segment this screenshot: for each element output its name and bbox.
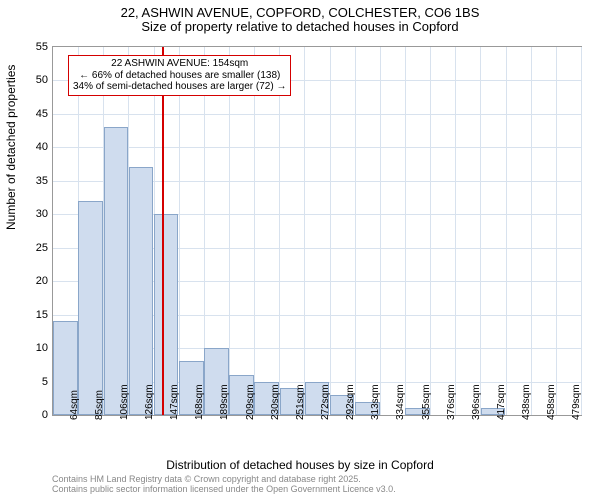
gridline-h — [53, 114, 581, 115]
gridline-v — [355, 47, 356, 415]
gridline-v — [330, 47, 331, 415]
gridline-v — [380, 47, 381, 415]
y-tick-label: 20 — [8, 275, 48, 287]
annotation-line-2: ← 66% of detached houses are smaller (13… — [73, 70, 286, 82]
y-tick-label: 5 — [8, 376, 48, 388]
y-tick-label: 50 — [8, 74, 48, 86]
gridline-v — [254, 47, 255, 415]
plot-area: 22 ASHWIN AVENUE: 154sqm← 66% of detache… — [52, 46, 582, 416]
y-tick-label: 10 — [8, 342, 48, 354]
histogram-bar — [104, 127, 129, 415]
title-sub: Size of property relative to detached ho… — [0, 20, 600, 34]
y-tick-label: 15 — [8, 309, 48, 321]
histogram-bar — [129, 167, 154, 415]
y-tick-label: 45 — [8, 108, 48, 120]
gridline-v — [229, 47, 230, 415]
gridline-v — [304, 47, 305, 415]
gridline-v — [279, 47, 280, 415]
gridline-v — [430, 47, 431, 415]
annotation-box: 22 ASHWIN AVENUE: 154sqm← 66% of detache… — [68, 55, 291, 96]
histogram-bar — [78, 201, 103, 415]
y-tick-label: 25 — [8, 242, 48, 254]
footer-attribution: Contains HM Land Registry data © Crown c… — [52, 475, 396, 495]
gridline-v — [455, 47, 456, 415]
gridline-v — [581, 47, 582, 415]
y-tick-label: 30 — [8, 208, 48, 220]
marker-line — [162, 47, 164, 415]
footer-line-2: Contains public sector information licen… — [52, 485, 396, 495]
gridline-v — [506, 47, 507, 415]
gridline-v — [480, 47, 481, 415]
y-tick-label: 55 — [8, 41, 48, 53]
annotation-line-1: 22 ASHWIN AVENUE: 154sqm — [73, 58, 286, 70]
x-axis-label: Distribution of detached houses by size … — [0, 458, 600, 472]
gridline-v — [531, 47, 532, 415]
gridline-v — [405, 47, 406, 415]
title-main: 22, ASHWIN AVENUE, COPFORD, COLCHESTER, … — [0, 0, 600, 20]
annotation-line-3: 34% of semi-detached houses are larger (… — [73, 81, 286, 93]
gridline-v — [179, 47, 180, 415]
gridline-h — [53, 147, 581, 148]
chart-container: 22, ASHWIN AVENUE, COPFORD, COLCHESTER, … — [0, 0, 600, 500]
y-tick-label: 40 — [8, 141, 48, 153]
gridline-v — [556, 47, 557, 415]
y-tick-label: 35 — [8, 175, 48, 187]
y-tick-label: 0 — [8, 409, 48, 421]
